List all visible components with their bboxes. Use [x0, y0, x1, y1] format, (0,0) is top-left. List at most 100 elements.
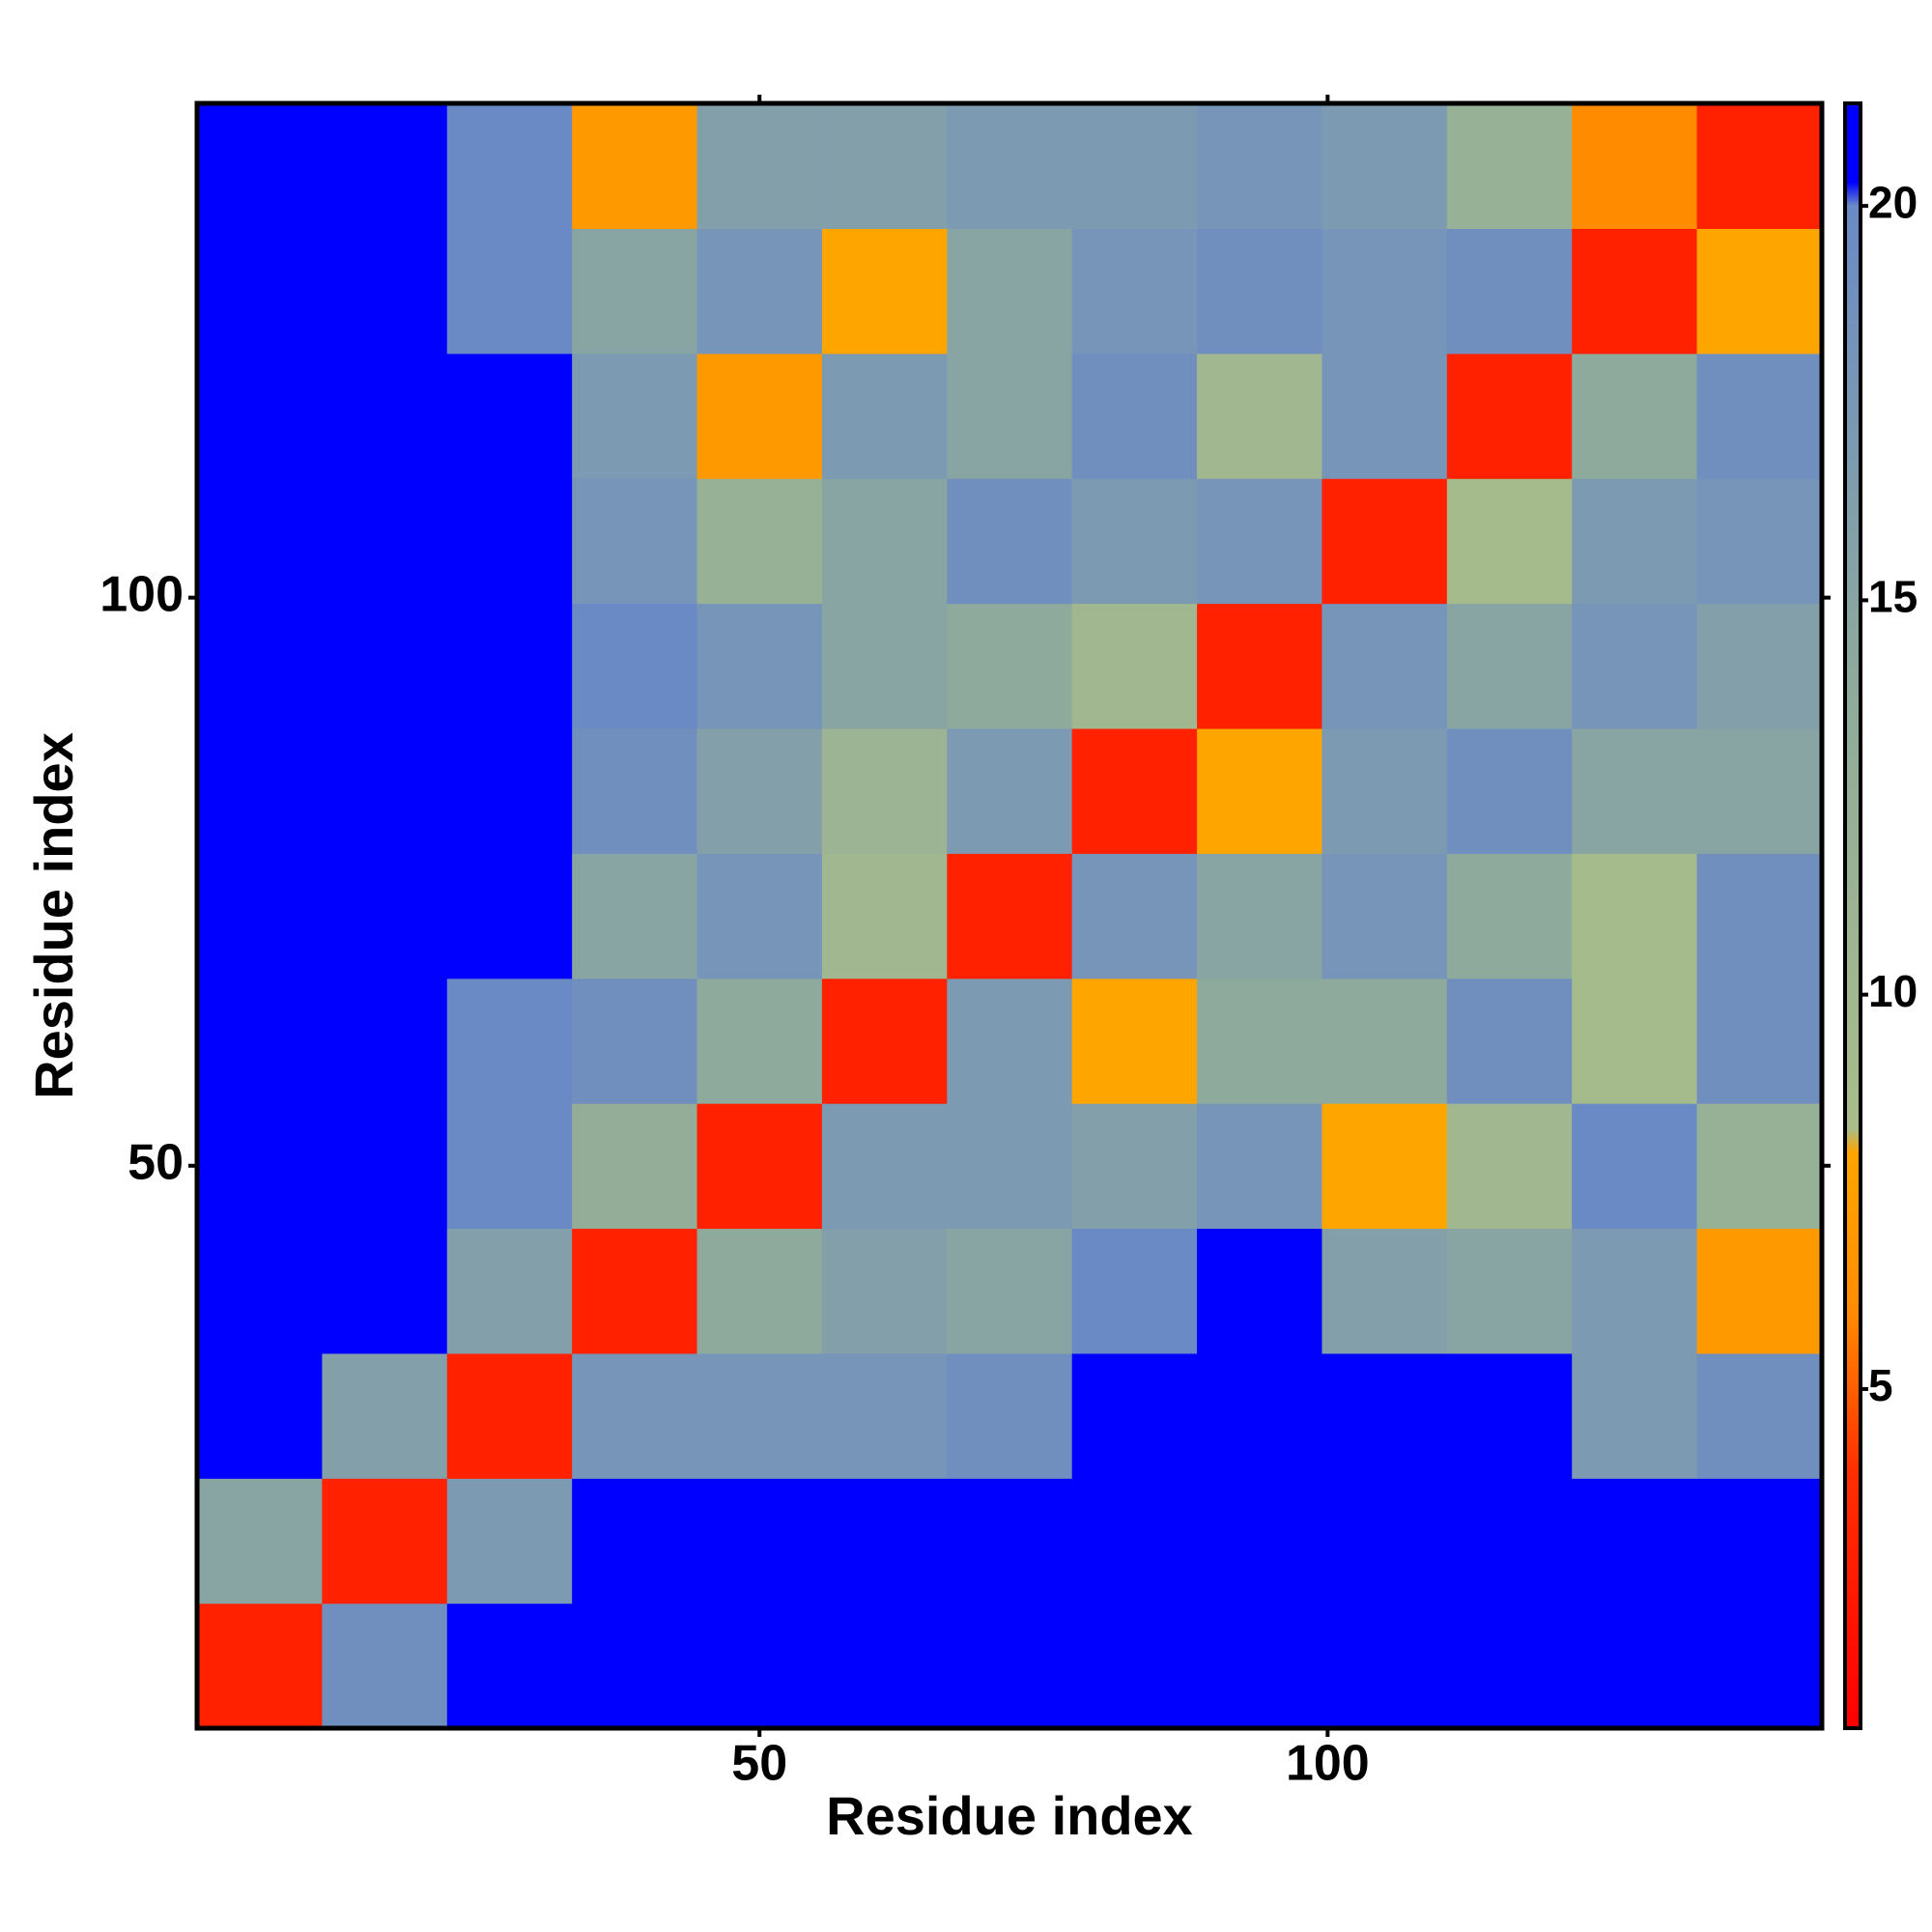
heatmap-cell [1321, 1103, 1448, 1230]
heatmap-cell [322, 1352, 448, 1479]
heatmap-cell [1572, 978, 1698, 1104]
heatmap-cell [1572, 228, 1698, 355]
heatmap-cell [1446, 1103, 1573, 1230]
heatmap-cell [572, 1103, 698, 1230]
heatmap-cell [1446, 228, 1573, 355]
heatmap-cell [1446, 978, 1573, 1104]
heatmap-cell [572, 853, 698, 980]
heatmap-cell [821, 478, 948, 605]
heatmap-cell [322, 853, 448, 980]
heatmap-cell [947, 727, 1073, 854]
heatmap-cell [1572, 103, 1698, 229]
heatmap-cell [322, 1603, 448, 1729]
heatmap-cell [1321, 978, 1448, 1104]
heatmap-cell [197, 1103, 323, 1230]
heatmap-cell [696, 1228, 823, 1354]
heatmap-cell [1696, 978, 1823, 1104]
heatmap-cell [947, 353, 1073, 479]
heatmap-cell [197, 1352, 323, 1479]
heatmap-cell [1446, 478, 1573, 605]
heatmap-cell [821, 1603, 948, 1729]
heatmap-cell [446, 228, 573, 355]
heatmap-cell [1446, 1228, 1573, 1354]
x-tick-label: 100 [1286, 1736, 1370, 1792]
heatmap-cell [696, 978, 823, 1104]
x-tick-label: 50 [731, 1736, 787, 1792]
heatmap-cell [696, 603, 823, 729]
heatmap-cell [696, 353, 823, 479]
heatmap-cell [1321, 353, 1448, 479]
heatmap-cell [1446, 603, 1573, 729]
heatmap-cell [1572, 1352, 1698, 1479]
heatmap-cell [1696, 1478, 1823, 1605]
heatmap-cell [821, 353, 948, 479]
heatmap-cell [446, 1103, 573, 1230]
heatmap-cell [572, 103, 698, 229]
heatmap-cell [1696, 478, 1823, 605]
y-tick-label: 50 [128, 1135, 184, 1191]
heatmap-cell [947, 853, 1073, 980]
heatmap-cell [821, 103, 948, 229]
heatmap-cell [1071, 978, 1198, 1104]
heatmap-cell [1071, 853, 1198, 980]
heatmap-cell [1572, 1603, 1698, 1729]
heatmap-cell [1071, 1103, 1198, 1230]
heatmap-cell [1321, 1352, 1448, 1479]
heatmap-cell [1321, 228, 1448, 355]
heatmap-cell [572, 228, 698, 355]
heatmap-cell [1572, 1478, 1698, 1605]
heatmap-cell [1446, 353, 1573, 479]
heatmap-cell [1071, 103, 1198, 229]
heatmap-cell [821, 1478, 948, 1605]
heatmap-cell [572, 1478, 698, 1605]
heatmap-cell [1696, 228, 1823, 355]
heatmap-cell [572, 727, 698, 854]
heatmap-cell [696, 228, 823, 355]
heatmap-cell [1071, 727, 1198, 854]
heatmap-cell [1446, 1478, 1573, 1605]
heatmap-cell [1321, 1603, 1448, 1729]
heatmap-cell [696, 727, 823, 854]
heatmap-cell [1071, 1352, 1198, 1479]
heatmap-cell [1696, 727, 1823, 854]
heatmap-cell [947, 1103, 1073, 1230]
heatmap-cell [696, 1478, 823, 1605]
heatmap-cell [197, 228, 323, 355]
heatmap-cell [1696, 853, 1823, 980]
heatmap-cell [197, 103, 323, 229]
heatmap-cell [1071, 353, 1198, 479]
heatmap-cell [322, 1478, 448, 1605]
colorbar [1843, 101, 1862, 1730]
heatmap-cell [1321, 1228, 1448, 1354]
heatmap-cell [1321, 853, 1448, 980]
heatmap-cell [446, 1478, 573, 1605]
heatmap-cell [1446, 103, 1573, 229]
heatmap-cell [947, 1478, 1073, 1605]
y-axis-title: Residue index [23, 732, 84, 1099]
heatmap-cell [572, 1352, 698, 1479]
heatmap-cell [1197, 1352, 1323, 1479]
heatmap-cell [1572, 727, 1698, 854]
heatmap-cell [1696, 103, 1823, 229]
heatmap-cell [696, 1103, 823, 1230]
heatmap-cell [197, 1603, 323, 1729]
y-tick-label: 100 [99, 566, 184, 622]
heatmap-cell [1197, 353, 1323, 479]
heatmap-cell [1446, 1352, 1573, 1479]
heatmap-cell [1321, 727, 1448, 854]
heatmap-cell [322, 353, 448, 479]
heatmap-cell [947, 978, 1073, 1104]
heatmap-cell [1696, 1228, 1823, 1354]
heatmap-cell [572, 603, 698, 729]
heatmap-cell [197, 1228, 323, 1354]
heatmap-cell [197, 478, 323, 605]
heatmap-cell [1321, 103, 1448, 229]
heatmap-cell [696, 1352, 823, 1479]
heatmap-cell [197, 353, 323, 479]
heatmap-cell [1572, 478, 1698, 605]
heatmap-cell [696, 478, 823, 605]
heatmap-cell [947, 478, 1073, 605]
heatmap-cell [947, 1352, 1073, 1479]
heatmap-cell [1696, 1352, 1823, 1479]
